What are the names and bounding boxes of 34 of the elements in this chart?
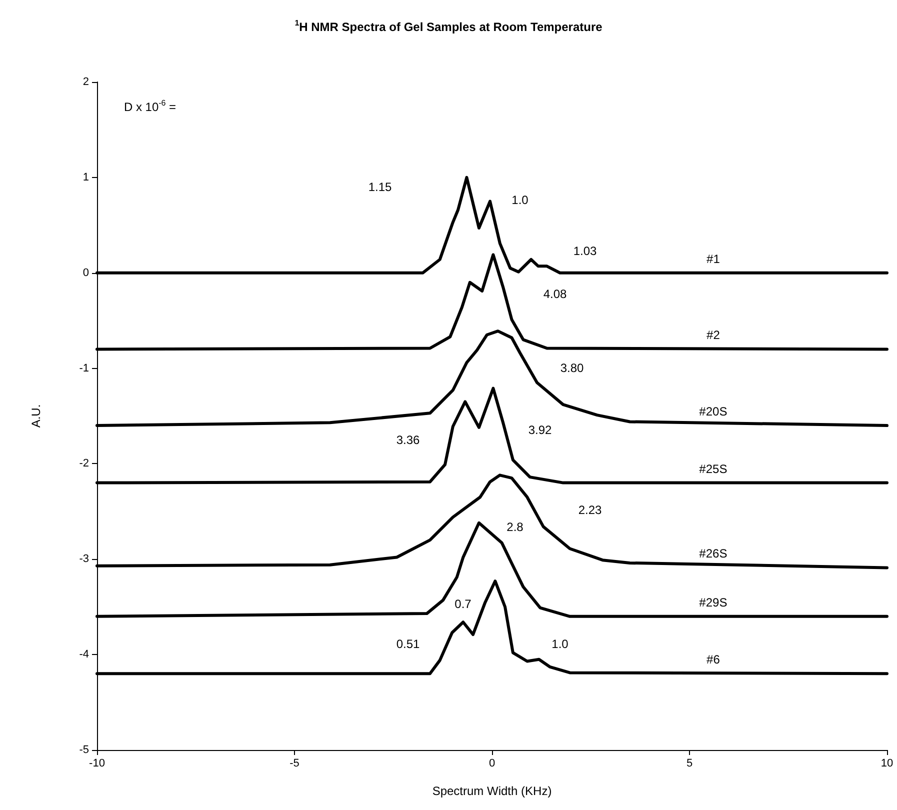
y-tick-label: -3 [79,553,89,566]
annotation: 1.03 [573,244,597,258]
y-tick-label: -2 [79,458,89,470]
annotation: 1.15 [368,180,392,194]
series-label: #20S [699,404,728,419]
series-label: #26S [699,546,728,561]
y-tick-label: -4 [79,648,89,661]
annotation: 0.7 [454,597,472,611]
series-label: #29S [699,595,728,610]
annotation: 3.92 [528,423,552,437]
series-label: #6 [706,652,720,667]
y-tick-label: 1 [82,171,89,184]
series-label: #25S [699,462,728,476]
y-tick-label: -1 [79,362,89,374]
x-axis-title: Spectrum Width (KHz) [432,784,552,798]
y-axis-title: A.U. [29,404,43,428]
annotation: 3.36 [396,433,420,447]
series-label: #2 [706,328,720,342]
annotation: 1.0 [552,637,569,651]
y-tick-label: 2 [82,76,89,88]
annotation: 1.0 [512,193,529,207]
annotation: 3.80 [560,361,584,375]
annotation: 4.08 [543,287,567,301]
y-tick-label: 0 [82,266,89,279]
x-tick-label: 10 [880,758,894,770]
x-tick-label: 5 [686,758,693,770]
annotation: 2.8 [506,520,524,534]
series-label: #1 [706,252,720,266]
annotation: 2.23 [578,503,602,517]
annotation: 0.51 [396,637,420,651]
x-tick-label: -10 [89,758,105,770]
x-tick-label: 0 [488,758,496,770]
x-tick-label: -5 [290,758,300,770]
y-tick-label: -5 [79,744,89,756]
